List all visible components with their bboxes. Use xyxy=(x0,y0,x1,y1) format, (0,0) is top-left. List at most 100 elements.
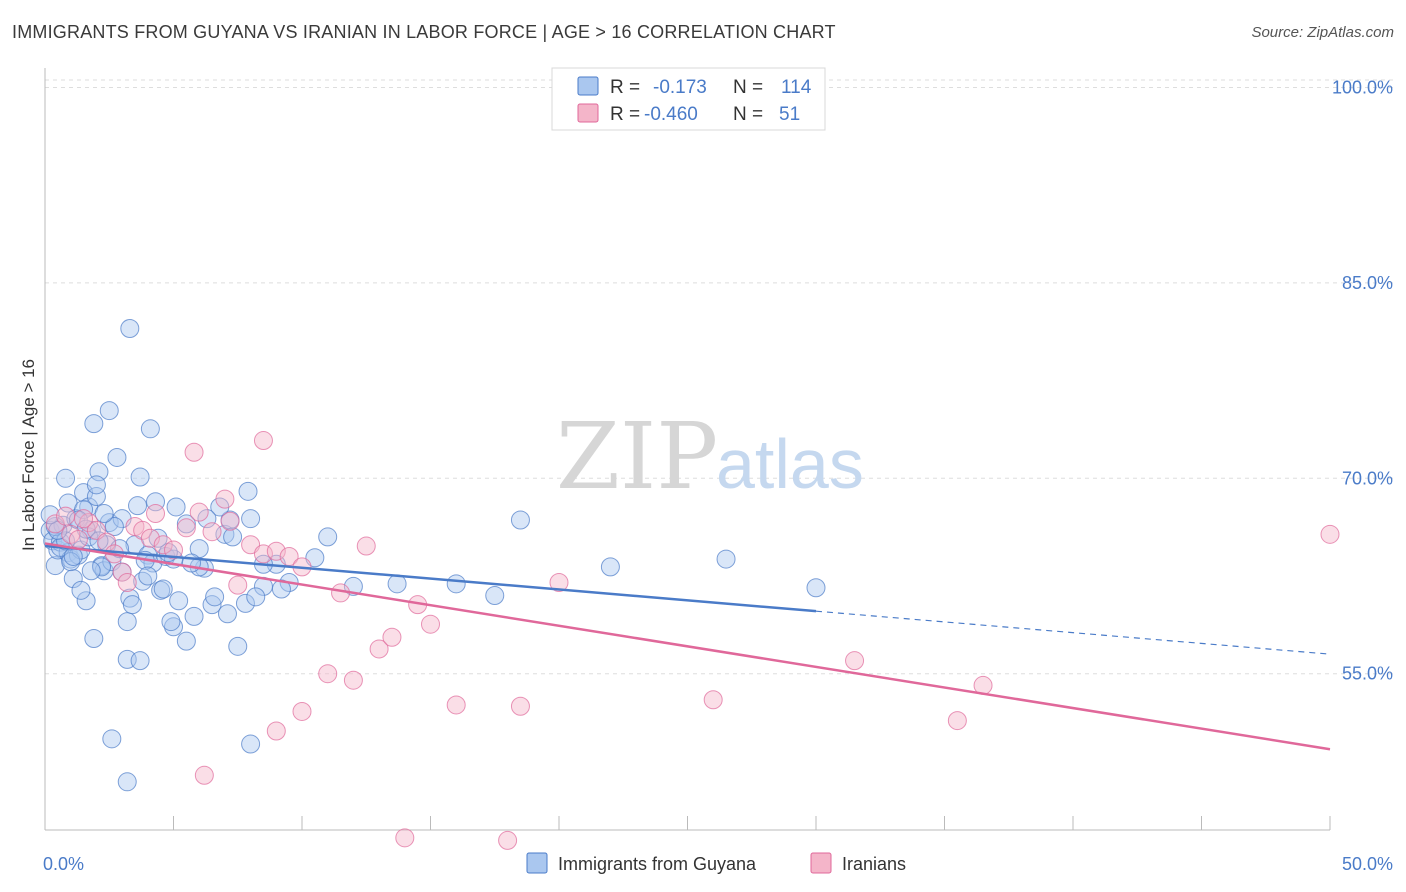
trend-line-guyana xyxy=(44,544,817,613)
point-guyana xyxy=(153,579,173,599)
point-guyana xyxy=(99,401,119,421)
point-guyana xyxy=(130,651,150,671)
point-iranians xyxy=(395,828,415,848)
legend-n-label-1: N = xyxy=(733,77,763,98)
chart-source: Source: ZipAtlas.com xyxy=(1251,24,1394,41)
point-iranians xyxy=(153,535,173,555)
point-guyana xyxy=(40,505,60,525)
series-legend-label-iranians: Iranians xyxy=(842,854,906,874)
legend-swatch-iranians xyxy=(577,103,599,123)
point-guyana xyxy=(161,612,181,632)
y-axis-title: In Labor Force | Age > 16 xyxy=(19,359,38,551)
point-guyana xyxy=(76,591,96,611)
point-iranians xyxy=(446,695,466,715)
point-iranians xyxy=(703,690,723,710)
point-guyana xyxy=(305,548,325,568)
point-guyana xyxy=(86,487,106,507)
legend-n-value-2: 51 xyxy=(779,104,800,125)
point-guyana xyxy=(318,527,338,547)
point-guyana xyxy=(217,604,237,624)
point-guyana xyxy=(102,729,122,749)
point-iranians xyxy=(194,765,214,785)
point-guyana xyxy=(61,552,81,572)
point-iranians xyxy=(164,540,183,560)
point-iranians xyxy=(176,518,196,538)
point-guyana xyxy=(235,593,255,613)
point-guyana xyxy=(600,557,620,577)
point-guyana xyxy=(56,468,76,488)
point-guyana xyxy=(130,467,150,487)
point-guyana xyxy=(148,528,168,548)
trend-line-iranians xyxy=(44,542,1331,751)
axes xyxy=(44,68,1331,831)
point-guyana xyxy=(202,595,222,615)
series-legend-swatch-iranians xyxy=(810,852,832,874)
point-guyana xyxy=(133,571,153,591)
point-iranians xyxy=(318,664,338,684)
point-iranians xyxy=(74,509,94,529)
point-guyana xyxy=(271,579,291,599)
series-legend: Immigrants from Guyana Iranians xyxy=(526,852,906,874)
point-guyana xyxy=(246,587,266,607)
x-tick-label: 50.0% xyxy=(1342,854,1393,874)
watermark-atlas: atlas xyxy=(716,425,864,503)
legend-n-label-2: N = xyxy=(733,104,763,125)
point-iranians xyxy=(292,701,312,721)
point-guyana xyxy=(86,475,106,495)
trend-line-guyana-extension xyxy=(815,610,1331,655)
y-tick-labels: 55.0% 70.0% 85.0% 100.0% xyxy=(1332,78,1393,684)
point-guyana xyxy=(716,549,736,569)
point-iranians xyxy=(498,830,518,850)
trend-lines xyxy=(44,542,1331,751)
point-guyana xyxy=(228,636,248,656)
legend-r-value-1: -0.173 xyxy=(653,77,707,98)
point-guyana xyxy=(84,629,104,649)
grid-lines xyxy=(45,79,1395,675)
watermark-zip: ZIP xyxy=(556,403,718,510)
chart-title: IMMIGRANTS FROM GUYANA VS IRANIAN IN LAB… xyxy=(12,22,836,42)
point-iranians xyxy=(228,575,248,595)
point-iranians xyxy=(356,536,376,556)
point-guyana xyxy=(117,612,137,632)
point-guyana xyxy=(140,419,160,439)
point-guyana xyxy=(104,517,124,537)
point-guyana xyxy=(120,319,140,339)
point-guyana xyxy=(84,414,104,434)
point-guyana xyxy=(107,447,127,467)
point-iranians xyxy=(510,696,530,716)
point-guyana xyxy=(510,510,530,530)
point-iranians xyxy=(947,711,967,731)
point-guyana xyxy=(485,586,505,606)
y-tick-label: 55.0% xyxy=(1342,664,1393,684)
point-iranians xyxy=(253,431,273,451)
point-guyana xyxy=(164,617,183,637)
legend-swatch-guyana xyxy=(577,76,599,96)
point-guyana xyxy=(128,496,148,516)
point-iranians xyxy=(189,502,209,522)
point-iranians xyxy=(202,522,222,542)
point-iranians xyxy=(133,520,153,540)
point-guyana xyxy=(446,574,466,594)
point-guyana xyxy=(806,578,826,598)
point-iranians xyxy=(184,442,204,462)
x-tick-label: 0.0% xyxy=(43,854,84,874)
legend-r-label-2: R = xyxy=(610,104,640,125)
point-iranians xyxy=(845,651,865,671)
point-iranians xyxy=(215,489,235,509)
point-guyana xyxy=(94,503,114,523)
point-guyana xyxy=(166,497,186,517)
point-guyana xyxy=(184,606,204,626)
point-iranians xyxy=(79,513,99,533)
point-guyana xyxy=(138,566,158,586)
point-iranians xyxy=(266,541,286,561)
point-guyana xyxy=(238,481,258,501)
point-iranians xyxy=(343,670,363,690)
y-tick-label: 100.0% xyxy=(1332,78,1393,98)
point-guyana xyxy=(117,772,137,792)
x-tick-labels: 0.0% 50.0% xyxy=(43,854,1393,874)
point-iranians xyxy=(117,573,137,593)
point-guyana xyxy=(63,569,83,589)
point-guyana xyxy=(92,557,112,577)
point-iranians xyxy=(112,562,132,582)
